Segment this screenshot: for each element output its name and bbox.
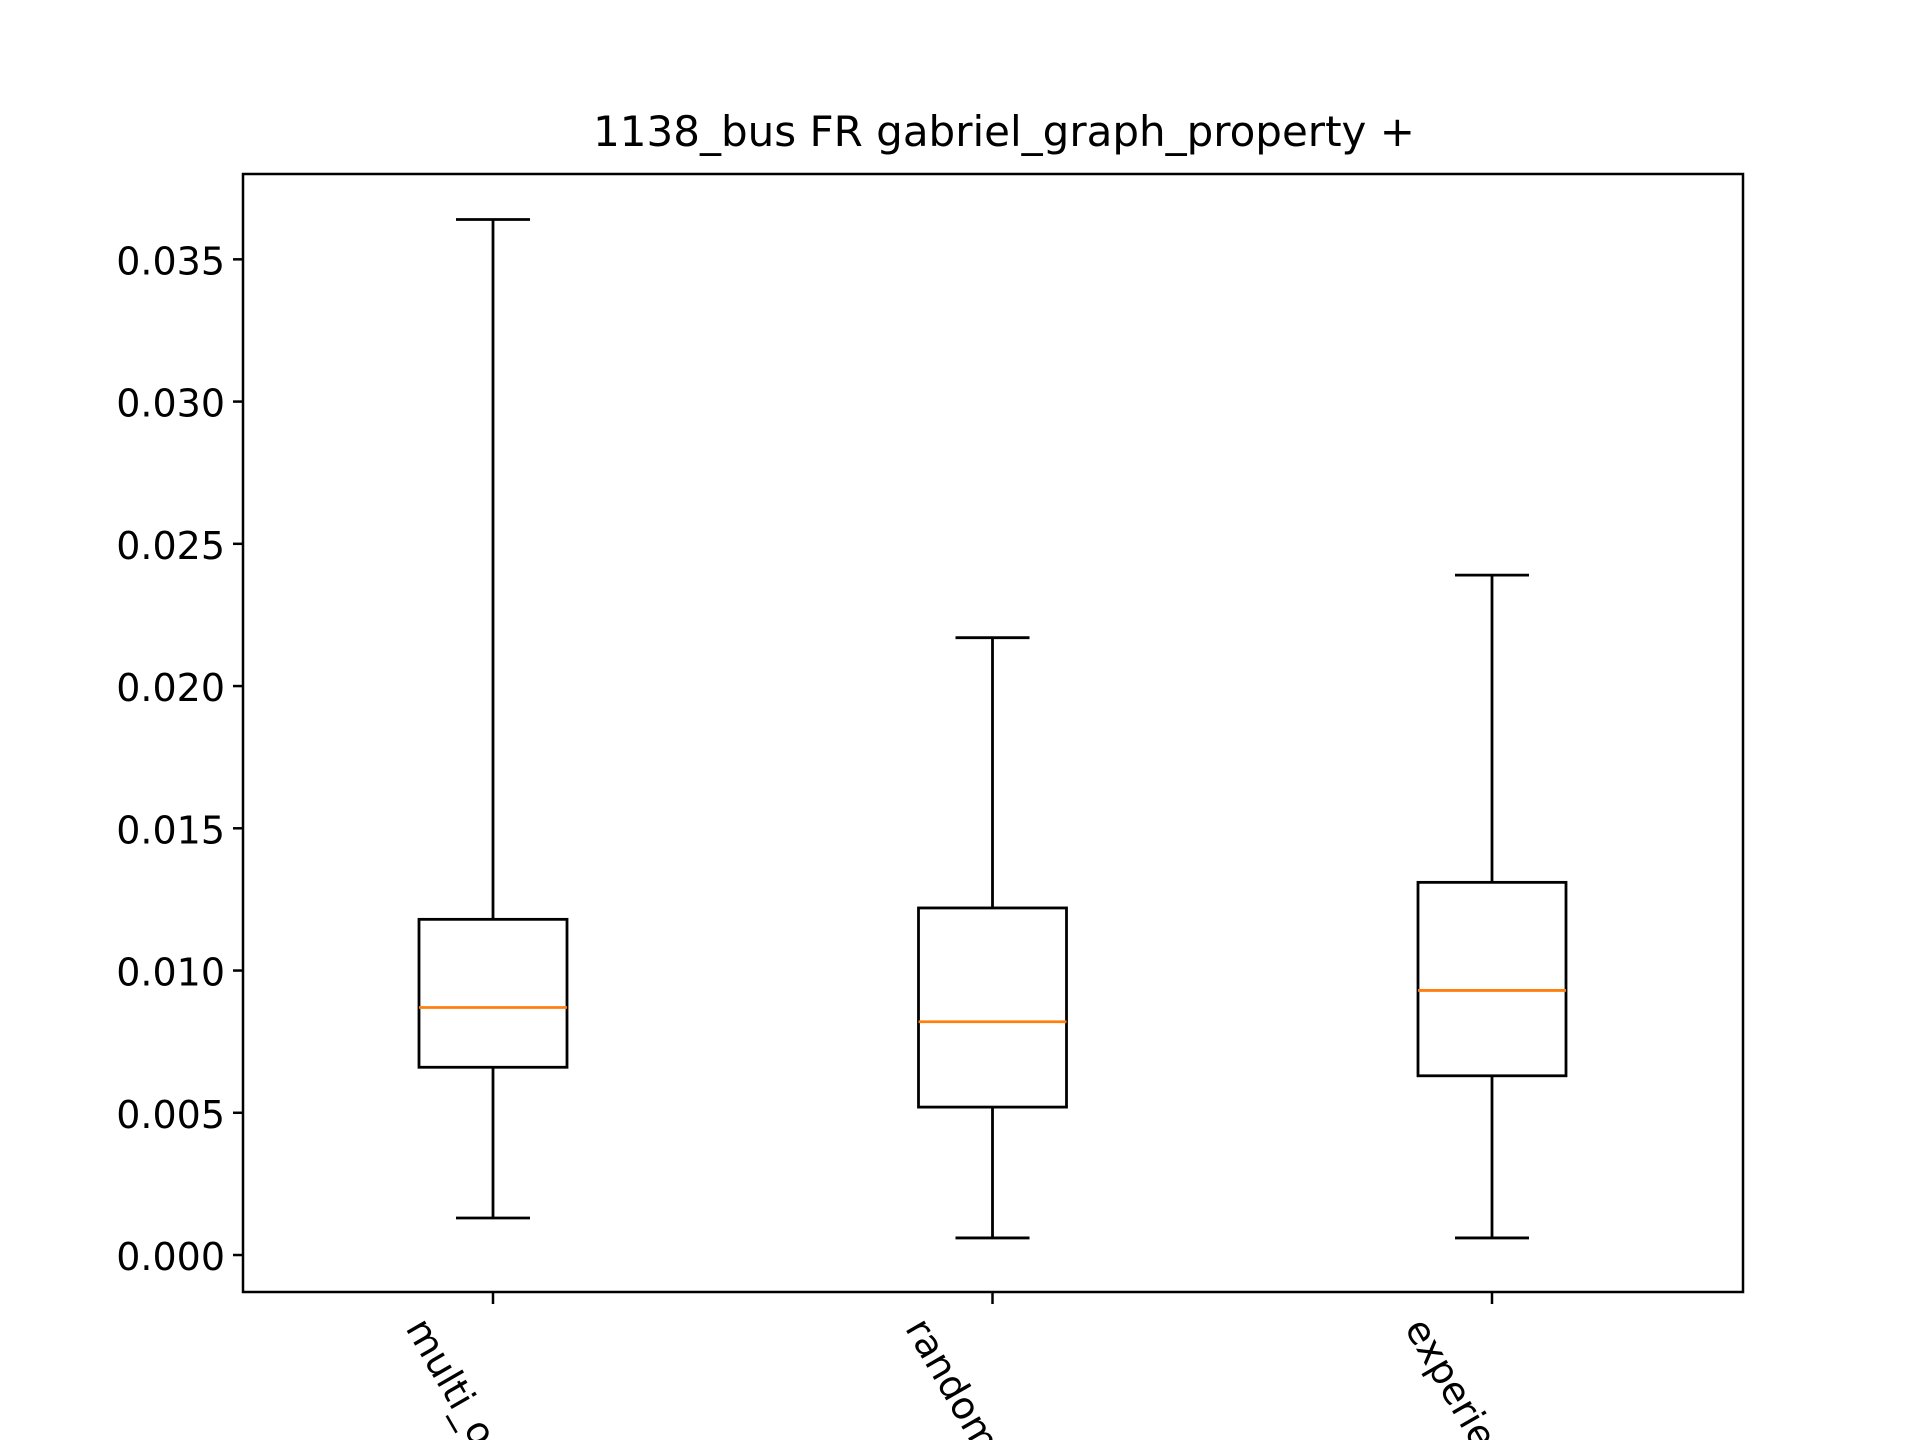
y-tick-label: 0.025 <box>116 524 225 568</box>
y-tick-label: 0.015 <box>116 808 225 852</box>
y-tick-label: 0.010 <box>116 951 225 995</box>
y-tick-label: 0.030 <box>116 382 225 426</box>
y-tick-label: 0.000 <box>116 1235 225 1279</box>
x-tick-label: multi_o <box>397 1311 505 1441</box>
iqr-box <box>1416 880 1568 1078</box>
iqr-box <box>917 906 1068 1109</box>
y-tick-label: 0.005 <box>116 1093 225 1137</box>
x-tick-label: random <box>897 1311 1009 1441</box>
iqr-box <box>417 917 569 1069</box>
plot-marks: 0.000 0.005 0.010 0.015 0.020 0.025 0.030 0.035… <box>116 218 1568 1444</box>
y-tick-label: 0.035 <box>116 239 225 283</box>
x-tick-label: experie <box>1396 1311 1505 1441</box>
chart-title: 1138_bus FR gabriel_graph_property + <box>593 107 1415 156</box>
y-tick-label: 0.020 <box>116 666 225 710</box>
plot-area-frame <box>241 172 1745 1294</box>
